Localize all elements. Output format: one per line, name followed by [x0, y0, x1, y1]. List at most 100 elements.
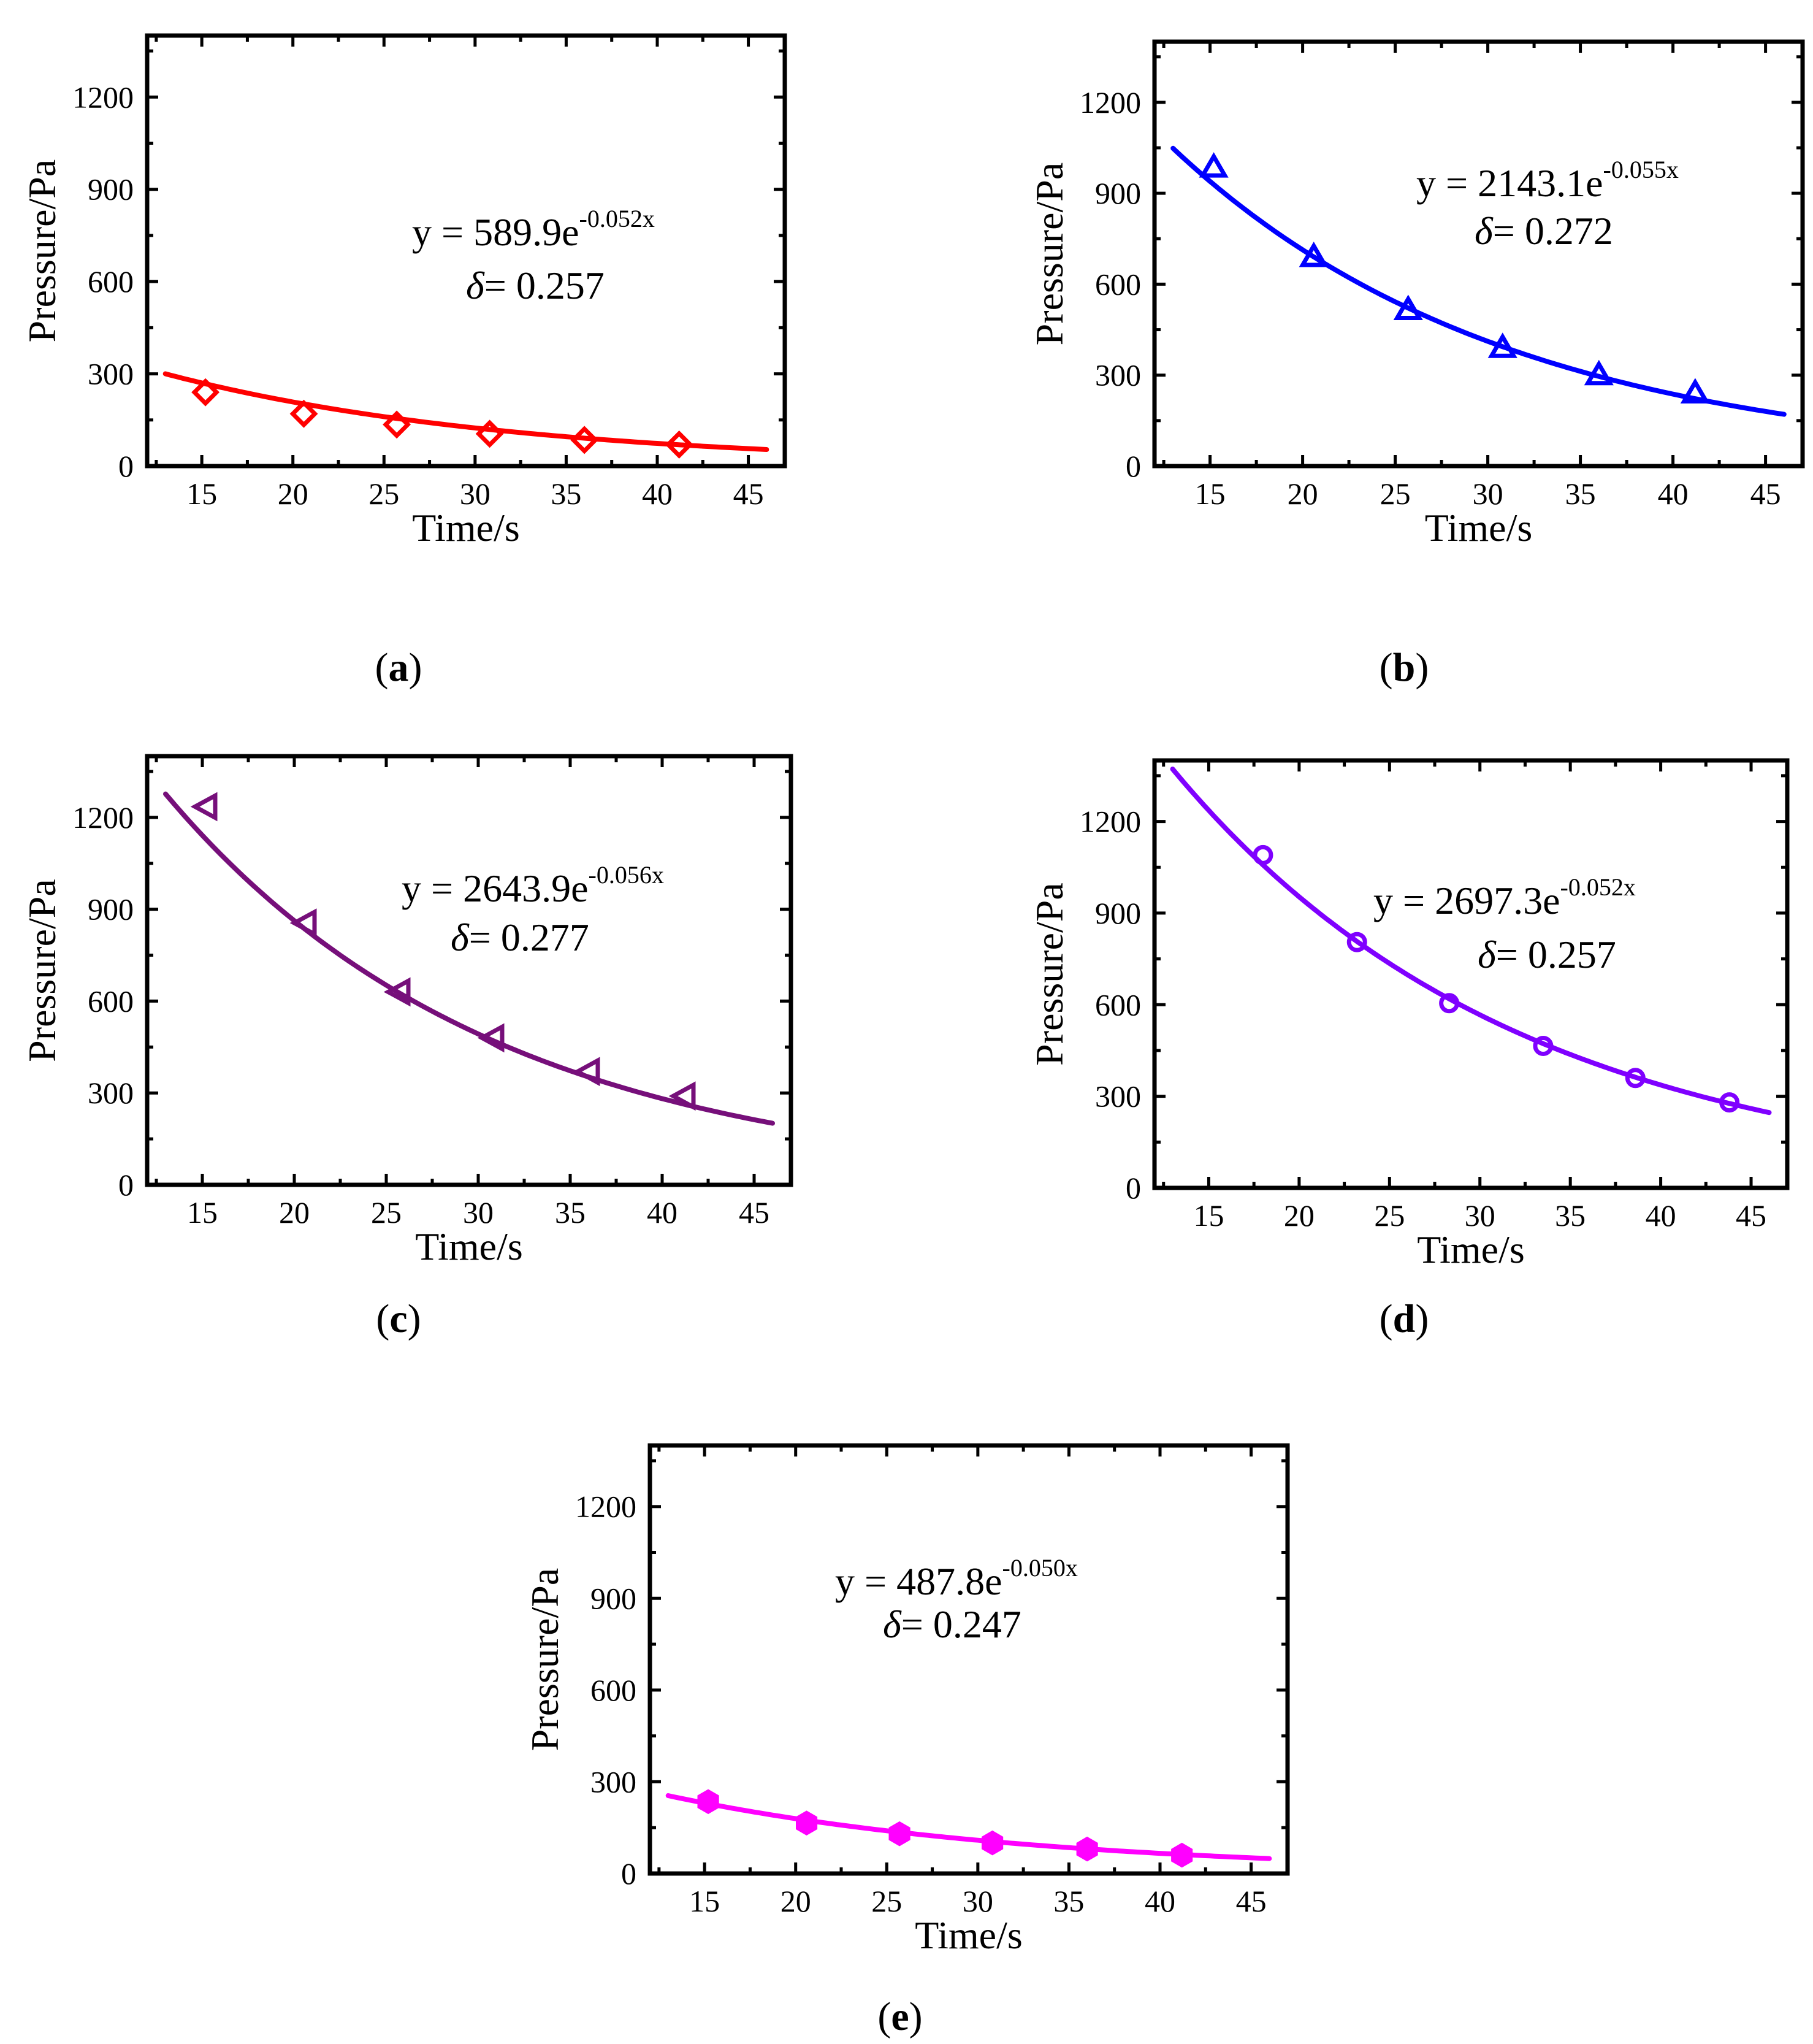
x-tick-label: 15 [187, 1195, 218, 1230]
data-point [1625, 1068, 1646, 1089]
x-tick-label: 25 [871, 1884, 902, 1918]
x-tick-label: 20 [781, 1884, 811, 1918]
y-tick-label: 1200 [1080, 85, 1141, 120]
y-tick-label: 1200 [72, 800, 134, 835]
delta-symbol: δ [1478, 933, 1497, 976]
y-tick-label: 0 [1126, 449, 1141, 483]
plot-frame [1152, 758, 1790, 1190]
data-point [796, 1810, 818, 1836]
y-tick-label: 0 [1126, 1171, 1141, 1205]
data-point [573, 1057, 600, 1087]
panel-label-letter: a [389, 645, 409, 690]
y-tick-label: 900 [88, 172, 134, 207]
x-tick-label: 45 [1236, 1884, 1267, 1918]
data-point [1584, 359, 1614, 386]
data-point [1533, 1035, 1554, 1056]
x-tick-label: 40 [1145, 1884, 1175, 1918]
panel-label-open: ( [1380, 1296, 1393, 1341]
y-tick-label: 900 [1095, 896, 1141, 930]
x-axis-title: Time/s [1417, 1228, 1525, 1271]
x-tick-label: 40 [1646, 1198, 1676, 1233]
fit-curve [1170, 145, 1787, 417]
delta-line: δ= 0.257 [1478, 933, 1616, 976]
x-tick-label: 35 [1053, 1884, 1084, 1918]
panel-label: (c) [376, 1296, 421, 1341]
data-point [1076, 1836, 1098, 1862]
fit-equation: y = 2143.1e-0.055x [1416, 156, 1679, 205]
x-tick-label: 25 [1374, 1198, 1405, 1233]
equation-exponent: -0.056x [589, 861, 664, 889]
data-point [982, 1830, 1004, 1856]
data-point [1719, 1092, 1740, 1113]
plot-frame [145, 33, 787, 469]
y-tick-label: 600 [88, 984, 134, 1018]
delta-line: δ= 0.257 [466, 264, 605, 307]
x-axis-title: Time/s [915, 1913, 1023, 1957]
data-point [1393, 294, 1423, 320]
panel-label-open: ( [375, 645, 389, 690]
data-point [570, 426, 599, 454]
equation-exponent: -0.055x [1603, 156, 1679, 183]
x-tick-label: 45 [1736, 1198, 1766, 1233]
y-tick-label: 600 [1095, 267, 1141, 301]
panel-label-close: ) [408, 1296, 421, 1341]
x-tick-label: 15 [689, 1884, 720, 1918]
data-point [477, 1023, 505, 1053]
panel-label: (d) [1380, 1296, 1429, 1341]
x-axis-title: Time/s [1425, 506, 1533, 549]
y-tick-label: 300 [1095, 1079, 1141, 1114]
data-point [1253, 844, 1273, 865]
x-tick-label: 30 [460, 477, 490, 511]
panel-label: (b) [1380, 645, 1429, 690]
data-point [1299, 241, 1329, 267]
y-tick-label: 1200 [1080, 805, 1141, 839]
x-axis-title: Time/s [412, 506, 520, 549]
equation-base: y = 2697.3e [1373, 879, 1560, 922]
data-point [383, 410, 411, 439]
y-tick-label: 600 [590, 1673, 636, 1707]
x-tick-label: 30 [1465, 1198, 1495, 1233]
plot-frame [145, 754, 793, 1187]
data-point [1439, 993, 1460, 1014]
y-tick-label: 0 [118, 1168, 134, 1202]
delta-value: = 0.272 [1493, 209, 1613, 253]
y-axis-title: Pressure/Pa [523, 1568, 567, 1751]
delta-symbol: δ [883, 1602, 902, 1646]
plot-frame [1152, 39, 1805, 469]
x-tick-label: 20 [1284, 1198, 1315, 1233]
panel-label-letter: b [1393, 645, 1416, 690]
chart-panel-d: 15 20 25 30 35 40 45 0 300 600 900 1200 Time/s Pressu… [1028, 758, 1790, 1341]
data-point [697, 1789, 719, 1815]
x-tick-label: 25 [368, 477, 399, 511]
data-point [1680, 378, 1710, 404]
equation-base: y = 2143.1e [1416, 161, 1603, 205]
delta-symbol: δ [1475, 209, 1494, 253]
equation-exponent: -0.052x [579, 205, 655, 232]
plot-frame [647, 1443, 1290, 1876]
delta-line: δ= 0.272 [1475, 209, 1613, 253]
x-tick-label: 35 [555, 1195, 586, 1230]
data-point [1346, 932, 1367, 952]
y-tick-label: 300 [590, 1764, 636, 1799]
delta-value: = 0.247 [901, 1602, 1021, 1646]
y-tick-label: 0 [118, 449, 134, 483]
x-tick-label: 30 [1473, 477, 1503, 511]
x-tick-label: 15 [186, 477, 217, 511]
data-point [665, 430, 693, 459]
x-tick-label: 15 [1195, 477, 1226, 511]
delta-line: δ= 0.277 [451, 916, 589, 959]
data-point [475, 419, 504, 448]
fit-curve [665, 1793, 1272, 1861]
panel-label-close: ) [409, 645, 422, 690]
data-point [289, 908, 317, 938]
data-point [191, 378, 220, 407]
data-point [1199, 152, 1229, 178]
chart-panel-e: 15 20 25 30 35 40 45 0 300 600 900 1200 Time/s Pressu… [523, 1443, 1290, 2039]
equation-base: y = 2643.9e [402, 867, 589, 910]
y-tick-label: 600 [88, 264, 134, 299]
y-tick-label: 1200 [575, 1490, 636, 1524]
data-point [668, 1081, 696, 1111]
equation-base: y = 487.8e [835, 1560, 1002, 1603]
fit-equation: y = 2643.9e-0.056x [402, 861, 664, 910]
